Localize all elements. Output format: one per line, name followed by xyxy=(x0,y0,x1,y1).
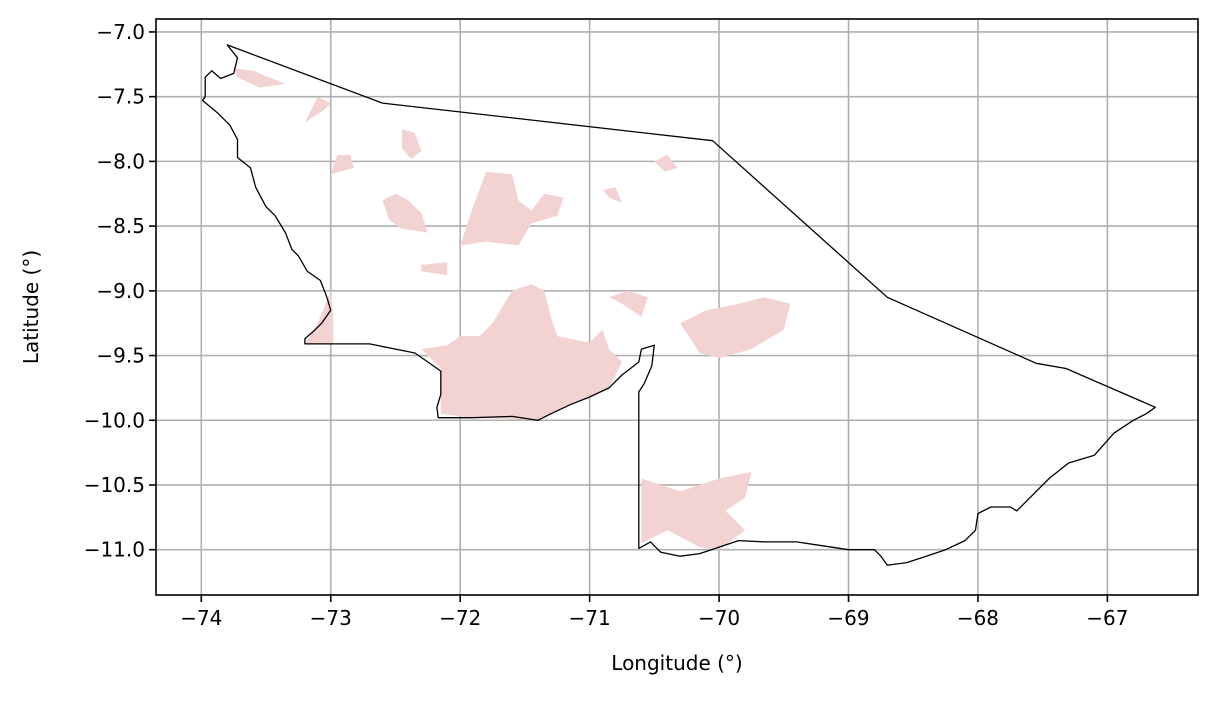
shaded-region xyxy=(680,297,791,359)
shaded-region xyxy=(421,262,448,276)
shaded-region xyxy=(382,193,428,233)
y-tick-label: −8.0 xyxy=(96,149,145,173)
y-tick-label: −9.0 xyxy=(96,279,145,303)
state-boundary xyxy=(201,44,1156,566)
y-tick-label: −10.5 xyxy=(84,473,145,497)
shaded-region xyxy=(421,284,622,421)
grid xyxy=(156,19,1198,595)
shaded-region xyxy=(654,154,678,172)
x-tick-label: −74 xyxy=(180,606,222,630)
y-tick-label: −7.5 xyxy=(96,85,145,109)
shaded-region xyxy=(602,187,622,203)
x-tick-label: −72 xyxy=(439,606,481,630)
shaded-region xyxy=(304,96,331,123)
shaded-region xyxy=(304,290,334,344)
shaded-region xyxy=(233,68,286,88)
x-tick-label: −70 xyxy=(698,606,740,630)
x-tick-label: −68 xyxy=(957,606,999,630)
shaded-region xyxy=(641,472,752,550)
axes-frame xyxy=(155,18,1199,596)
x-tick-label: −71 xyxy=(569,606,611,630)
shaded-region xyxy=(609,290,648,317)
shaded-region xyxy=(460,171,564,246)
axis-ticks: −74 −73 −72 −71 −70 −69 −68 −67 −7.0 −7.5 −8.0 −8.5… xyxy=(84,20,1129,630)
shaded-regions xyxy=(233,68,791,550)
y-tick-label: −9.5 xyxy=(96,344,145,368)
shaded-region xyxy=(330,154,354,175)
y-tick-label: −7.0 xyxy=(96,20,145,44)
y-axis-label: Latitude (°) xyxy=(19,250,43,364)
y-tick-label: −11.0 xyxy=(84,538,145,562)
shaded-region xyxy=(401,129,422,159)
y-tick-label: −8.5 xyxy=(96,214,145,238)
x-tick-label: −73 xyxy=(310,606,352,630)
x-tick-label: −67 xyxy=(1086,606,1128,630)
x-tick-label: −69 xyxy=(827,606,869,630)
y-tick-label: −10.0 xyxy=(84,408,145,432)
boundary xyxy=(201,44,1156,566)
x-axis-label: Longitude (°) xyxy=(611,651,742,675)
